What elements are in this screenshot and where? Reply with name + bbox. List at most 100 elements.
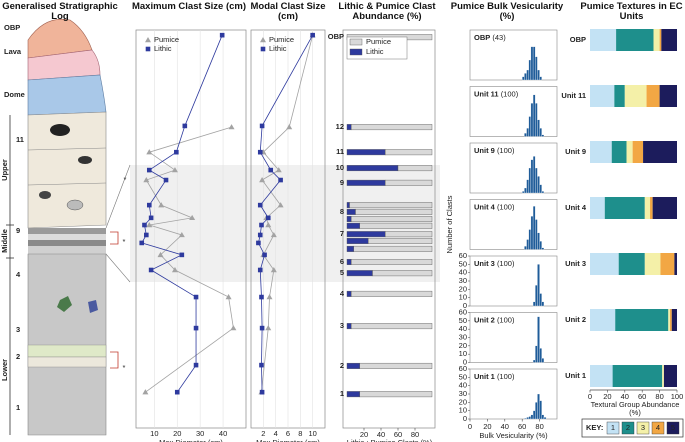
data-point [146, 149, 153, 155]
x-tick-label: 10 [150, 429, 158, 438]
y-tick-label: 50 [459, 259, 467, 268]
series-line [257, 34, 314, 393]
section-label: Lower [0, 359, 9, 381]
histogram-bar [528, 116, 532, 137]
bar-segment [650, 197, 653, 219]
bar-segment [663, 365, 677, 387]
strat-log [6, 18, 119, 436]
unit-label: 3 [16, 325, 20, 334]
category-label: 5 [340, 268, 344, 277]
unit-label: 2 [16, 352, 20, 361]
bar-segment [346, 216, 352, 223]
category-label: 7 [340, 229, 344, 238]
bar-segment [346, 124, 352, 131]
data-point [278, 177, 283, 183]
bar-segment [346, 202, 350, 209]
x-tick-label: 20 [603, 392, 611, 401]
panel-name: Unit 1 [474, 372, 495, 381]
bar-segment [346, 259, 352, 265]
data-point [266, 294, 273, 300]
bar-segment [351, 259, 433, 265]
data-point [182, 123, 188, 129]
histogram-bar [526, 239, 529, 250]
y-tick-label: 0 [463, 414, 467, 423]
bar-segment [385, 179, 433, 186]
data-point [179, 252, 185, 258]
category-label: 4 [340, 289, 345, 298]
data-point [259, 123, 265, 129]
panel-name: Unit 11 [474, 89, 499, 98]
panel-label: Unit 1 (100) [474, 372, 515, 381]
y-tick-label: 60 [459, 307, 467, 316]
category-label: Unit 9 [565, 147, 586, 156]
bar-segment [372, 270, 433, 277]
histogram-bar [528, 416, 532, 420]
y-tick-label: 40 [459, 324, 467, 333]
unit-label: 1 [16, 403, 20, 412]
x-tick-label: 40 [219, 429, 227, 438]
data-point [144, 232, 149, 238]
bar-segment [385, 231, 433, 238]
category-label: 10 [336, 163, 344, 172]
data-point [257, 267, 263, 273]
data-point [142, 389, 149, 395]
data-point [257, 202, 263, 208]
data-point [143, 177, 150, 183]
data-point [139, 240, 145, 246]
category-label: Unit 4 [565, 203, 587, 212]
bar-segment [653, 29, 660, 51]
plot-frame [469, 255, 558, 307]
y-tick-label: 30 [459, 332, 467, 341]
category-label: Unit 11 [561, 91, 586, 100]
bar-segment [346, 270, 373, 277]
unit-label: 4 [16, 270, 21, 279]
unit-label: 11 [16, 135, 24, 144]
data-point [158, 202, 165, 208]
asterisk: * [123, 363, 126, 372]
panel-name: Unit 2 [474, 315, 495, 324]
histogram-bar [530, 159, 534, 194]
x-tick-label: 40 [377, 430, 385, 439]
histogram-bar [530, 103, 534, 137]
category-label: 1 [340, 389, 344, 398]
x-axis-label: Bulk Vesicularity (%) [479, 431, 548, 440]
histogram-bar [539, 184, 542, 194]
data-point [146, 222, 153, 228]
data-point [171, 266, 178, 273]
x-tick-label: 0 [468, 422, 472, 431]
histogram-bar [537, 232, 540, 250]
chart-title: Lithic & Pumice Clast Abundance (%) [338, 1, 436, 22]
histogram-bar [535, 402, 538, 420]
histogram-bar [539, 128, 542, 137]
legend-label: Pumice [154, 35, 179, 44]
histogram-bar [524, 418, 527, 420]
data-point [193, 362, 199, 368]
plot-frame [469, 29, 558, 81]
category-label: OBP [570, 35, 586, 44]
plot-frame [469, 86, 558, 137]
data-point [193, 325, 199, 331]
histogram-bar [530, 216, 534, 250]
panel-name: Unit 3 [474, 259, 495, 268]
data-point [259, 177, 266, 183]
y-tick-label: 10 [459, 293, 467, 302]
histogram-bar [535, 103, 538, 137]
category-label: 6 [340, 257, 344, 266]
bar-segment [590, 141, 612, 163]
y-tick-label: 40 [459, 268, 467, 277]
y-tick-label: 60 [459, 251, 467, 260]
bar-segment [659, 29, 662, 51]
bar-segment [590, 309, 616, 331]
histogram-bar [526, 69, 529, 81]
y-tick-label: 60 [459, 364, 467, 373]
data-point [310, 32, 315, 38]
legend-swatch [651, 421, 665, 435]
bar-segment [644, 197, 651, 219]
bar-segment [346, 290, 352, 297]
plot-frame [469, 142, 558, 194]
bar-segment [385, 149, 433, 156]
histogram-bar [532, 410, 536, 420]
bar-segment [659, 85, 677, 107]
bar-segment [346, 245, 355, 252]
